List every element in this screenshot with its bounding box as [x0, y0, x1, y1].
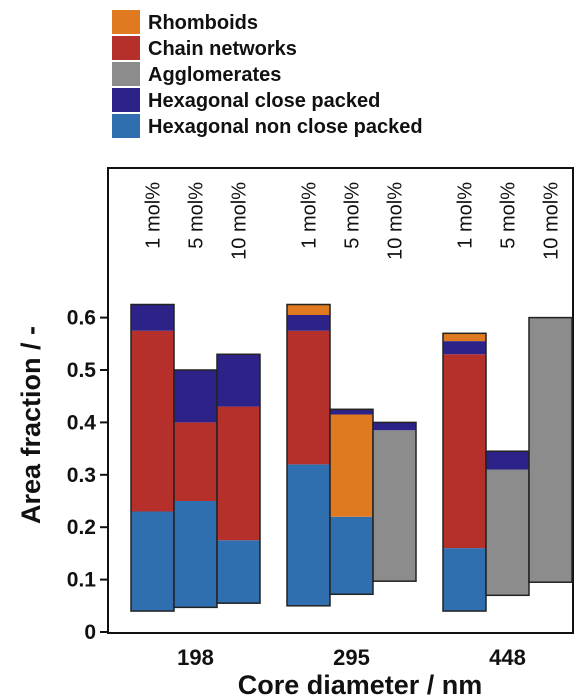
segment-hexagonal-non-close-packed [287, 464, 330, 606]
segment-agglomerates [373, 430, 416, 582]
y-tick-label: 0.3 [67, 464, 96, 487]
y-axis-title: Area fraction / - [16, 326, 46, 524]
segment-hexagonal-non-close-packed [174, 501, 217, 608]
group-448: 1 mol% 5 mol% 10 mol% [442, 182, 573, 612]
segment-hexagonal-non-close-packed [443, 548, 486, 612]
legend-label-chain-networks: Chain networks [148, 38, 297, 60]
y-axis: 0 0.1 0.2 0.3 0.4 0.5 0.6 [67, 307, 108, 644]
segment-chain-networks [131, 330, 174, 512]
legend-swatch-agglomerates [112, 62, 140, 86]
segment-hexagonal-non-close-packed [217, 540, 260, 604]
segment-hexagonal-close-packed [330, 409, 373, 415]
legend-label-agglomerates: Agglomerates [148, 64, 281, 86]
bar-295-5-mol: 5 mol% [329, 182, 374, 596]
y-tick-label: 0.4 [67, 411, 97, 434]
bar-198-1-mol: 1 mol% [130, 182, 175, 612]
y-tick-label: 0.5 [67, 359, 97, 382]
x-axis: 198 295 448 [177, 645, 526, 670]
legend-swatch-hexagonal-non-close-packed [112, 114, 140, 138]
bar-label-10-mol: 10 mol% [541, 182, 563, 260]
segment-chain-networks [443, 354, 486, 549]
bar-295-10-mol: 10 mol% [372, 182, 417, 582]
bar-448-5-mol: 5 mol% [485, 182, 530, 597]
bar-448-10-mol: 10 mol% [528, 182, 573, 583]
bar-label-10-mol: 10 mol% [385, 182, 407, 260]
segment-hexagonal-non-close-packed [330, 516, 373, 595]
segment-chain-networks [217, 406, 260, 541]
segment-rhomboids [330, 414, 373, 517]
y-tick-label: 0 [84, 621, 96, 644]
segment-hexagonal-close-packed [131, 304, 174, 331]
legend-label-hexagonal-close-packed: Hexagonal close packed [148, 90, 380, 112]
plot-frame [107, 167, 574, 634]
bar-outline [216, 353, 261, 604]
segment-hexagonal-non-close-packed [131, 511, 174, 612]
segment-hexagonal-close-packed [217, 354, 260, 407]
segment-hexagonal-close-packed [174, 370, 217, 423]
bar-label-10-mol: 10 mol% [229, 182, 251, 260]
x-tick-label-295: 295 [333, 645, 370, 670]
segment-hexagonal-close-packed [287, 314, 330, 331]
bars: 1 mol% 5 mol% 10 mol% 1 mol% 5 mol% 10 mol% 1 … [130, 182, 573, 612]
y-tick-label: 0.6 [67, 307, 96, 330]
legend-swatch-chain-networks [112, 36, 140, 60]
bar-outline [528, 316, 573, 583]
bar-label-5-mol: 5 mol% [186, 182, 208, 249]
bar-448-1-mol: 1 mol% [442, 182, 487, 612]
legend: Rhomboids Chain networks Agglomerates Hexag… [112, 10, 423, 138]
bar-label-5-mol: 5 mol% [342, 182, 364, 249]
group-295: 1 mol% 5 mol% 10 mol% [286, 182, 417, 607]
segment-chain-networks [174, 422, 217, 501]
x-tick-label-198: 198 [177, 645, 214, 670]
x-tick-label-448: 448 [489, 645, 526, 670]
bar-295-1-mol: 1 mol% [286, 182, 331, 607]
bar-label-1-mol: 1 mol% [299, 182, 321, 249]
bar-label-5-mol: 5 mol% [498, 182, 520, 249]
segment-agglomerates [529, 317, 572, 583]
legend-label-hexagonal-non-close-packed: Hexagonal non close packed [148, 116, 423, 138]
segment-rhomboids [287, 304, 330, 315]
bar-outline [372, 421, 417, 582]
group-198: 1 mol% 5 mol% 10 mol% [130, 182, 261, 612]
segment-agglomerates [486, 469, 529, 596]
legend-swatch-hexagonal-close-packed [112, 88, 140, 112]
y-tick-label: 0.1 [67, 569, 97, 592]
bar-label-1-mol: 1 mol% [455, 182, 477, 249]
segment-chain-networks [287, 330, 330, 465]
x-axis-title: Core diameter / nm [238, 670, 483, 699]
segment-hexagonal-close-packed [443, 341, 486, 355]
segment-rhomboids [443, 333, 486, 342]
bar-198-10-mol: 10 mol% [216, 182, 261, 604]
bar-label-1-mol: 1 mol% [143, 182, 165, 249]
legend-swatch-rhomboids [112, 10, 140, 34]
segment-hexagonal-close-packed [486, 451, 529, 470]
legend-label-rhomboids: Rhomboids [148, 12, 258, 34]
bar-198-5-mol: 5 mol% [173, 182, 218, 609]
y-tick-label: 0.2 [67, 516, 96, 539]
segment-hexagonal-close-packed [373, 422, 416, 431]
